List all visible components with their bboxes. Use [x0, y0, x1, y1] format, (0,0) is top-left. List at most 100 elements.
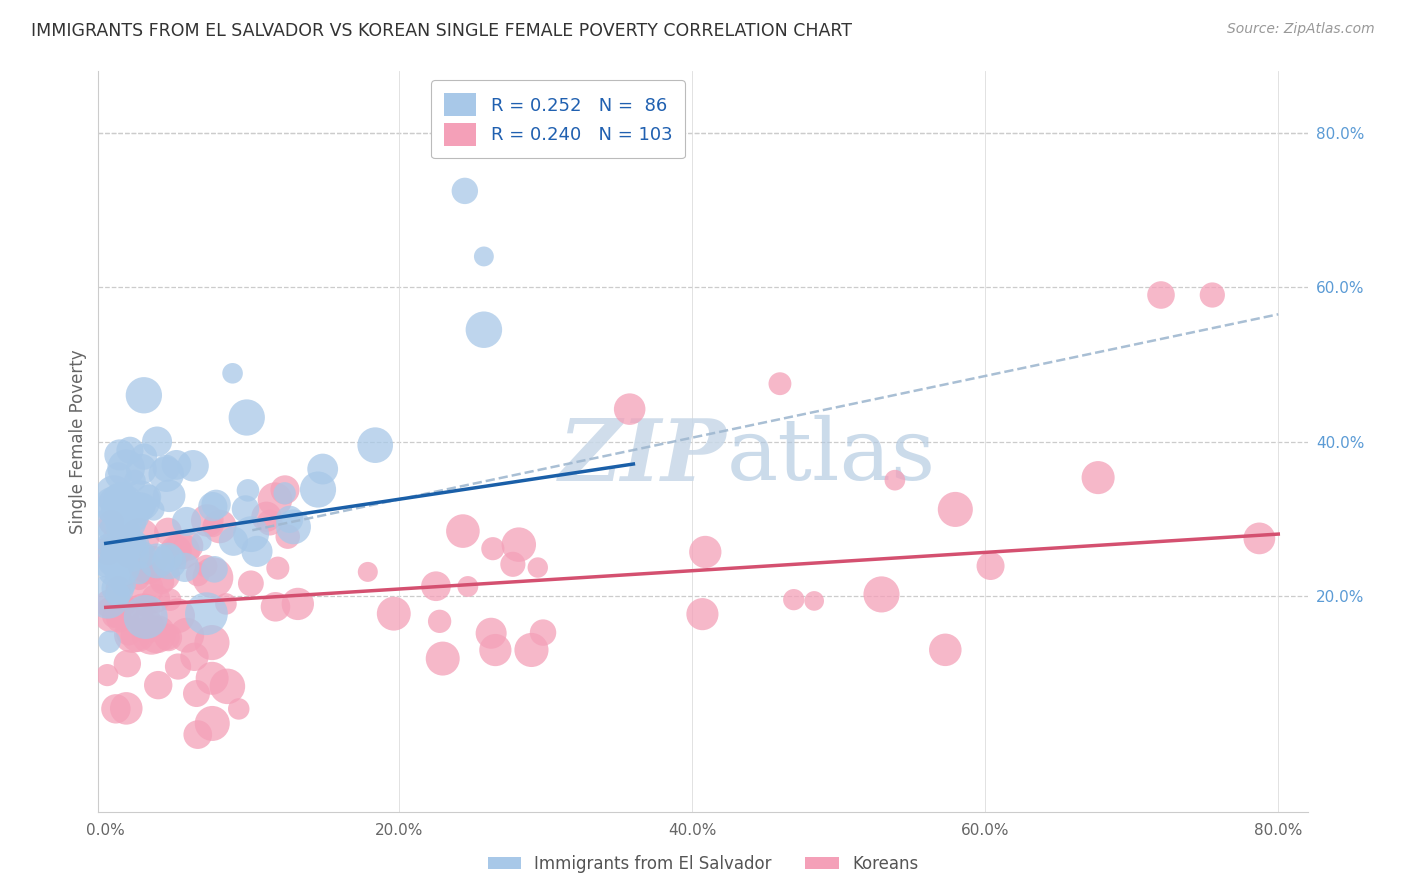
Point: [111, 512, 134, 526]
Point: [520, 643, 543, 657]
Point: [208, 519, 231, 533]
Point: [121, 548, 143, 562]
Point: [156, 631, 179, 645]
Point: [235, 502, 257, 516]
Point: [155, 467, 177, 482]
Point: [157, 550, 180, 565]
Point: [146, 434, 169, 449]
Point: [101, 555, 124, 569]
Point: [187, 728, 209, 742]
Point: [502, 558, 524, 572]
Point: [1249, 532, 1271, 546]
Point: [143, 553, 166, 567]
Point: [128, 494, 150, 508]
Point: [96, 668, 118, 682]
Point: [152, 567, 174, 582]
Point: [165, 458, 187, 472]
Point: [108, 448, 131, 462]
Point: [114, 534, 136, 549]
Point: [259, 516, 281, 530]
Point: [472, 323, 495, 337]
Point: [134, 582, 156, 596]
Point: [870, 587, 893, 601]
Point: [183, 649, 205, 664]
Point: [98, 601, 121, 615]
Point: [201, 671, 224, 685]
Point: [170, 544, 193, 558]
Point: [132, 450, 155, 464]
Point: [278, 512, 301, 526]
Point: [980, 559, 1002, 574]
Point: [264, 599, 287, 614]
Point: [136, 561, 159, 575]
Point: [112, 512, 135, 526]
Point: [108, 508, 131, 523]
Text: Source: ZipAtlas.com: Source: ZipAtlas.com: [1227, 22, 1375, 37]
Point: [111, 561, 134, 575]
Point: [236, 483, 259, 498]
Point: [128, 606, 150, 620]
Point: [117, 657, 139, 671]
Point: [943, 502, 966, 516]
Point: [114, 524, 136, 538]
Point: [692, 607, 714, 622]
Point: [97, 523, 120, 537]
Point: [98, 634, 121, 648]
Point: [122, 534, 145, 549]
Point: [128, 573, 150, 587]
Point: [176, 628, 198, 642]
Point: [105, 552, 128, 566]
Point: [124, 510, 146, 524]
Point: [131, 462, 153, 476]
Point: [107, 533, 129, 548]
Point: [146, 554, 169, 568]
Point: [236, 410, 259, 425]
Point: [131, 561, 153, 575]
Point: [283, 520, 305, 534]
Point: [240, 527, 263, 541]
Point: [157, 555, 180, 569]
Point: [146, 627, 169, 641]
Point: [128, 566, 150, 580]
Y-axis label: Single Female Poverty: Single Female Poverty: [69, 350, 87, 533]
Point: [454, 184, 477, 198]
Point: [177, 539, 200, 553]
Point: [97, 590, 120, 604]
Point: [484, 643, 506, 657]
Point: [167, 659, 190, 673]
Point: [267, 561, 290, 575]
Point: [769, 376, 792, 391]
Point: [111, 496, 134, 510]
Point: [103, 553, 125, 567]
Point: [127, 628, 149, 642]
Point: [141, 628, 163, 642]
Point: [157, 489, 180, 503]
Point: [155, 461, 177, 475]
Point: [187, 567, 209, 582]
Text: atlas: atlas: [727, 415, 936, 498]
Point: [111, 547, 134, 561]
Point: [150, 574, 173, 589]
Point: [124, 474, 146, 488]
Point: [98, 597, 121, 611]
Point: [181, 458, 204, 473]
Point: [107, 582, 129, 596]
Point: [135, 610, 157, 624]
Point: [107, 544, 129, 558]
Point: [118, 443, 141, 458]
Point: [619, 402, 641, 417]
Point: [110, 555, 132, 569]
Point: [111, 519, 134, 533]
Point: [201, 519, 224, 533]
Point: [287, 597, 309, 611]
Point: [221, 366, 243, 380]
Point: [145, 591, 167, 606]
Point: [222, 534, 245, 549]
Text: ZIP: ZIP: [560, 415, 727, 498]
Point: [112, 501, 135, 516]
Point: [138, 490, 160, 504]
Point: [472, 250, 495, 264]
Point: [190, 534, 212, 549]
Point: [110, 491, 132, 506]
Point: [204, 562, 226, 576]
